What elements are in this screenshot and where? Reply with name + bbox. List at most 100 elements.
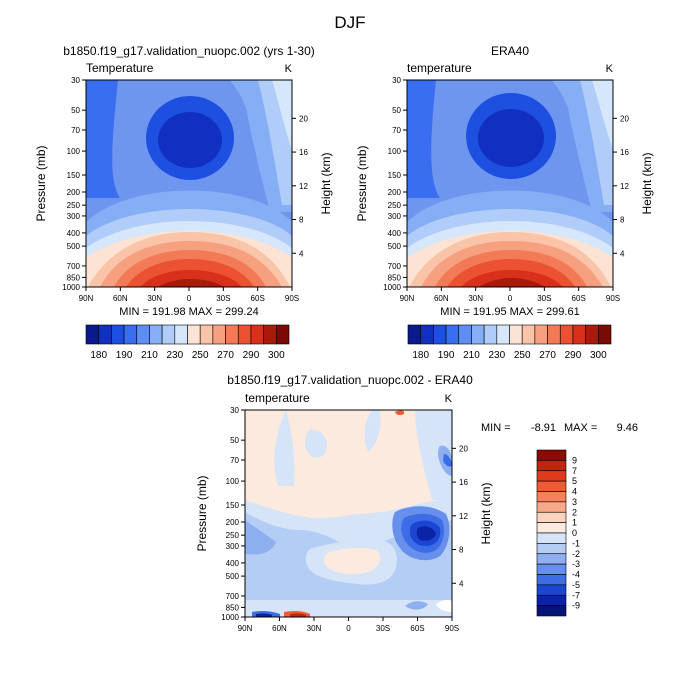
difference-min-value: -8.91 <box>531 422 556 434</box>
colorbar-label: 230 <box>166 350 183 361</box>
colorbar-label: 180 <box>412 350 429 361</box>
difference-min-label: MIN = <box>481 422 511 434</box>
colorbar-swatch <box>585 324 599 345</box>
x-tick-label: 60N <box>113 294 128 303</box>
panel-model-contours <box>86 80 292 287</box>
pressure-tick-label: 250 <box>67 201 81 210</box>
colorbar-swatch <box>536 449 567 461</box>
colorbar-swatch <box>536 511 567 523</box>
difference-max-label: MAX = <box>564 422 597 434</box>
colorbar-swatch <box>536 594 567 606</box>
pressure-tick-label: 150 <box>67 171 81 180</box>
pressure-tick-label: 30 <box>392 76 401 85</box>
pressure-tick-label: 50 <box>392 106 401 115</box>
colorbar-swatch <box>237 324 252 345</box>
panel-difference-title: b1850.f19_g17.validation_nuopc.002 - ERA… <box>227 373 473 387</box>
pressure-tick-label: 850 <box>67 273 81 282</box>
colorbar-label: -1 <box>572 538 580 548</box>
contour-fill <box>158 279 224 287</box>
x-tick-label: 30S <box>376 624 390 633</box>
height-tick-label: 16 <box>459 478 468 487</box>
colorbar-swatch <box>572 324 586 345</box>
colorbar-label: 5 <box>572 476 577 486</box>
pressure-tick-label: 700 <box>226 592 240 601</box>
pressure-tick-label: 500 <box>226 572 240 581</box>
colorbar-swatch <box>496 324 510 345</box>
panel-era40-summary: MIN = 191.95 MAX = 299.61 <box>440 306 579 318</box>
colorbar-model: 180 190 210 230 250 270 290 300 <box>85 324 290 361</box>
colorbar-swatch <box>536 563 567 575</box>
pressure-tick-label: 700 <box>388 262 402 271</box>
contour-fill <box>274 410 295 486</box>
colorbar-swatch <box>111 324 125 345</box>
colorbar-swatch <box>433 324 447 345</box>
colorbar-swatch <box>161 324 176 345</box>
colorbar-swatch <box>250 324 264 345</box>
pressure-tick-label: 50 <box>230 436 239 445</box>
height-tick-label: 12 <box>620 182 629 191</box>
pressure-tick-label: 500 <box>388 242 402 251</box>
contour-fill <box>405 601 428 610</box>
colorbar-label: -5 <box>572 580 580 590</box>
contour-fill <box>415 410 452 500</box>
colorbar-swatch <box>536 480 567 492</box>
x-tick-label: 30N <box>307 624 322 633</box>
colorbar-swatch <box>85 324 99 345</box>
contour-fill <box>140 270 242 287</box>
height-tick-label: 20 <box>459 444 468 453</box>
colorbar-swatch <box>536 584 567 596</box>
colorbar-label: 9 <box>572 455 577 465</box>
panel-model-units: K <box>285 63 293 75</box>
height-tick-label: 8 <box>620 216 625 225</box>
pressure-tick-label: 70 <box>230 456 239 465</box>
pressure-tick-label: 150 <box>388 171 402 180</box>
colorbar-label: 270 <box>539 350 556 361</box>
pressure-tick-label: 200 <box>388 188 402 197</box>
colorbar-swatch <box>509 324 523 345</box>
height-tick-label: 16 <box>620 148 629 157</box>
height-tick-label: 12 <box>299 182 308 191</box>
x-tick-label: 30N <box>468 294 483 303</box>
colorbar-swatch <box>212 324 226 345</box>
colorbar-label: 190 <box>116 350 133 361</box>
pressure-tick-label: 70 <box>71 126 80 135</box>
contour-fill <box>290 613 306 617</box>
colorbar-swatch <box>536 532 567 544</box>
pressure-tick-label: 70 <box>392 126 401 135</box>
pressure-tick-label: 850 <box>226 603 240 612</box>
colorbar-swatch <box>445 324 460 345</box>
pressure-tick-label: 400 <box>67 229 81 238</box>
y-axis-title-pressure: Pressure (mb) <box>195 475 209 551</box>
panel-model-field: Temperature <box>86 61 154 75</box>
height-tick-label: 20 <box>299 114 308 123</box>
contour-fill <box>256 613 272 617</box>
colorbar-swatch <box>536 574 567 586</box>
panel-model: b1850.f19_g17.validation_nuopc.002 (yrs … <box>34 44 333 303</box>
colorbar-swatch <box>559 324 574 345</box>
colorbar-label: -9 <box>572 601 580 611</box>
panel-era40-axes: 90N 60N 30N 0 30S 60S 90S 30 50 70 100 150 200 250 300… <box>355 76 654 303</box>
colorbar-label: 210 <box>463 350 480 361</box>
x-tick-label: 0 <box>346 624 351 633</box>
height-tick-label: 16 <box>299 148 308 157</box>
colorbar-label: 250 <box>514 350 531 361</box>
x-tick-label: 60S <box>572 294 586 303</box>
x-tick-label: 60S <box>410 624 424 633</box>
x-tick-label: 0 <box>187 294 192 303</box>
colorbar-swatch <box>199 324 214 345</box>
contour-fill <box>158 112 222 168</box>
colorbar-swatch <box>536 460 567 472</box>
colorbar-swatch <box>598 324 612 345</box>
panel-difference-units: K <box>445 393 453 405</box>
contour-fill <box>305 429 328 458</box>
contour-fill <box>436 599 452 612</box>
pressure-tick-label: 100 <box>67 147 81 156</box>
x-tick-label: 30S <box>537 294 551 303</box>
colorbar-swatch <box>174 324 188 345</box>
pressure-tick-label: 1000 <box>62 283 80 292</box>
colorbar-swatch <box>187 324 201 345</box>
colorbar-label: 7 <box>572 466 577 476</box>
height-tick-label: 8 <box>299 216 304 225</box>
pressure-tick-label: 30 <box>71 76 80 85</box>
